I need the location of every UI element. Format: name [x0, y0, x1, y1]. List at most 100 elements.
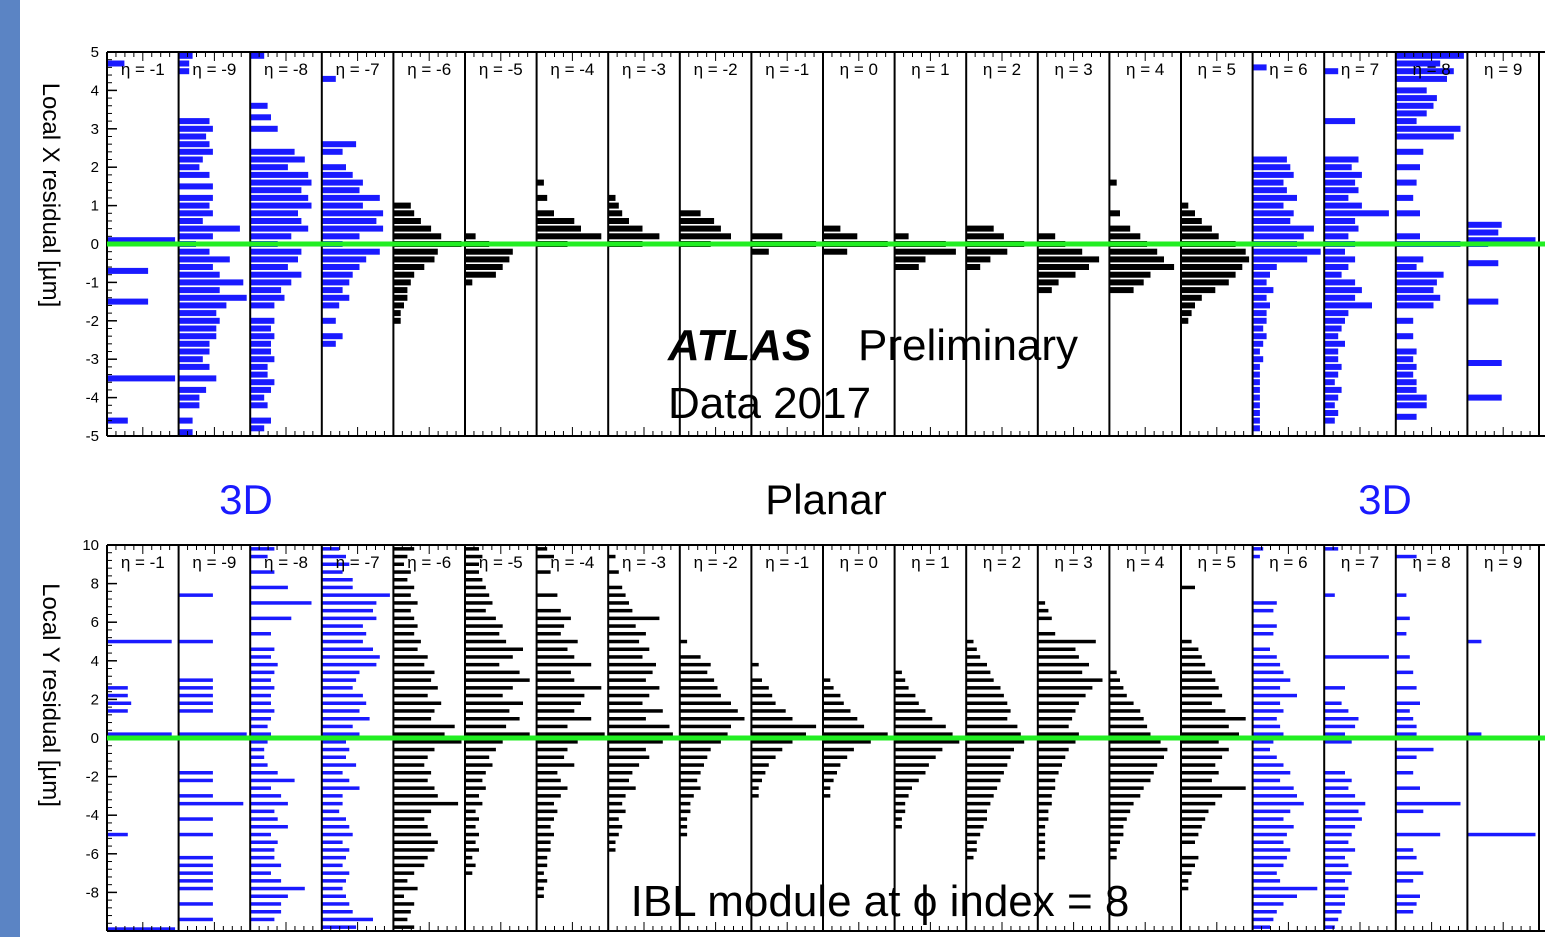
local-x-bin — [322, 302, 340, 309]
local-x-bin — [179, 202, 210, 209]
local-x-bin — [966, 248, 1008, 255]
local-y-bin — [608, 794, 626, 798]
local-y-bin — [1253, 778, 1281, 783]
local-y-bin — [179, 593, 213, 597]
local-x-bin — [608, 233, 660, 240]
local-y-bin — [250, 570, 275, 574]
local-y-bin — [250, 910, 282, 914]
local-y-bin — [465, 740, 503, 744]
local-y-bin — [608, 801, 623, 806]
local-y-bin — [250, 709, 275, 713]
local-y-bin — [1038, 670, 1083, 675]
local-x-bin — [1396, 271, 1444, 278]
local-x-bin — [1181, 271, 1236, 278]
local-y-bin — [1181, 686, 1219, 690]
local-y-bin — [608, 701, 643, 705]
local-x-bin — [1396, 233, 1420, 240]
y-tick-label: 1 — [91, 198, 99, 215]
local-y-bin — [1181, 732, 1239, 736]
local-y-bin — [1038, 740, 1076, 744]
local-y-bin — [751, 794, 759, 798]
preliminary-label: Preliminary — [858, 321, 1078, 370]
local-y-bin — [680, 778, 698, 783]
local-x-bin — [1396, 133, 1454, 140]
local-y-bin — [322, 717, 370, 721]
eta-panel-label: η = -9 — [192, 60, 236, 79]
local-y-bin — [1109, 855, 1117, 860]
local-x-bin — [322, 264, 360, 270]
local-y-bin — [1396, 593, 1407, 597]
local-x-bin — [1253, 179, 1284, 186]
local-y-bin — [1253, 863, 1284, 868]
local-x-bin — [1396, 87, 1427, 94]
local-y-bin — [680, 670, 708, 675]
local-x-bin — [1253, 194, 1297, 201]
local-x-bin — [250, 125, 278, 132]
local-x-bin — [250, 294, 285, 301]
local-y-bin — [465, 724, 507, 729]
local-x-bin — [1109, 279, 1144, 286]
local-x-bin — [250, 264, 288, 270]
local-x-bin — [322, 333, 343, 340]
local-y-bin — [179, 871, 213, 875]
local-y-bin — [895, 755, 936, 759]
local-y-bin — [1109, 778, 1151, 783]
local-y-bin — [179, 778, 213, 783]
local-x-bin — [1467, 229, 1499, 236]
local-y-bin — [537, 570, 551, 574]
local-x-bin — [1467, 221, 1502, 228]
local-y-bin — [823, 693, 841, 698]
local-y-bin — [250, 601, 312, 605]
local-x-bin — [1253, 271, 1270, 278]
eta-panel-label: η = -1 — [121, 553, 165, 572]
eta-panel-label: η = -7 — [336, 553, 380, 572]
local-x-bin — [393, 218, 421, 224]
local-y-bin — [250, 670, 275, 675]
local-y-bin — [179, 771, 213, 775]
local-y-bin — [1181, 886, 1189, 891]
local-x-bin — [1324, 271, 1342, 278]
local-y-bin — [1253, 755, 1277, 759]
local-y-bin — [1253, 817, 1284, 821]
local-x-bin — [1181, 264, 1243, 270]
local-y-bin — [895, 817, 902, 821]
local-y-bin — [1181, 786, 1246, 790]
local-x-bin — [1253, 302, 1270, 309]
local-x-residual-plot: η = -1 η = -9 η = -8 η = -7 η = -6 η = -5 η = … — [86, 44, 1545, 445]
local-x-bin — [1253, 402, 1260, 409]
local-x-bin — [322, 225, 384, 232]
local-y-bin — [393, 670, 435, 675]
local-x-bin — [322, 187, 360, 194]
local-y-bin — [393, 817, 425, 821]
local-y-bin — [895, 678, 906, 682]
local-x-bin — [322, 164, 346, 171]
local-y-bin — [1109, 732, 1151, 736]
local-y-bin — [107, 701, 132, 705]
local-y-bin — [608, 670, 653, 675]
local-y-bin — [537, 670, 571, 675]
local-y-bin — [608, 655, 643, 659]
local-y-bin — [250, 755, 265, 759]
eta-panel-label: η = 2 — [983, 553, 1021, 572]
local-x-bin — [250, 102, 268, 109]
local-x-bin — [465, 271, 496, 278]
local-x-bin — [1324, 118, 1356, 125]
local-y-bin — [322, 724, 353, 729]
local-x-bin — [1324, 310, 1349, 317]
local-x-bin — [322, 202, 363, 209]
local-y-bin — [179, 701, 213, 705]
local-y-bin — [250, 678, 271, 682]
local-y-bin — [895, 717, 933, 721]
local-y-bin — [393, 740, 462, 744]
local-x-bin — [179, 340, 210, 347]
local-y-bin — [537, 709, 575, 713]
local-x-bin — [250, 210, 298, 217]
y-tick-label: -1 — [86, 274, 99, 291]
eta-panel-label: η = -2 — [694, 60, 738, 79]
eta-panel-label: η = 1 — [911, 60, 949, 79]
local-x-bin — [250, 171, 309, 178]
y-tick-label: -2 — [86, 313, 99, 330]
local-y-bin — [250, 825, 288, 829]
local-y-bin — [1181, 693, 1223, 698]
